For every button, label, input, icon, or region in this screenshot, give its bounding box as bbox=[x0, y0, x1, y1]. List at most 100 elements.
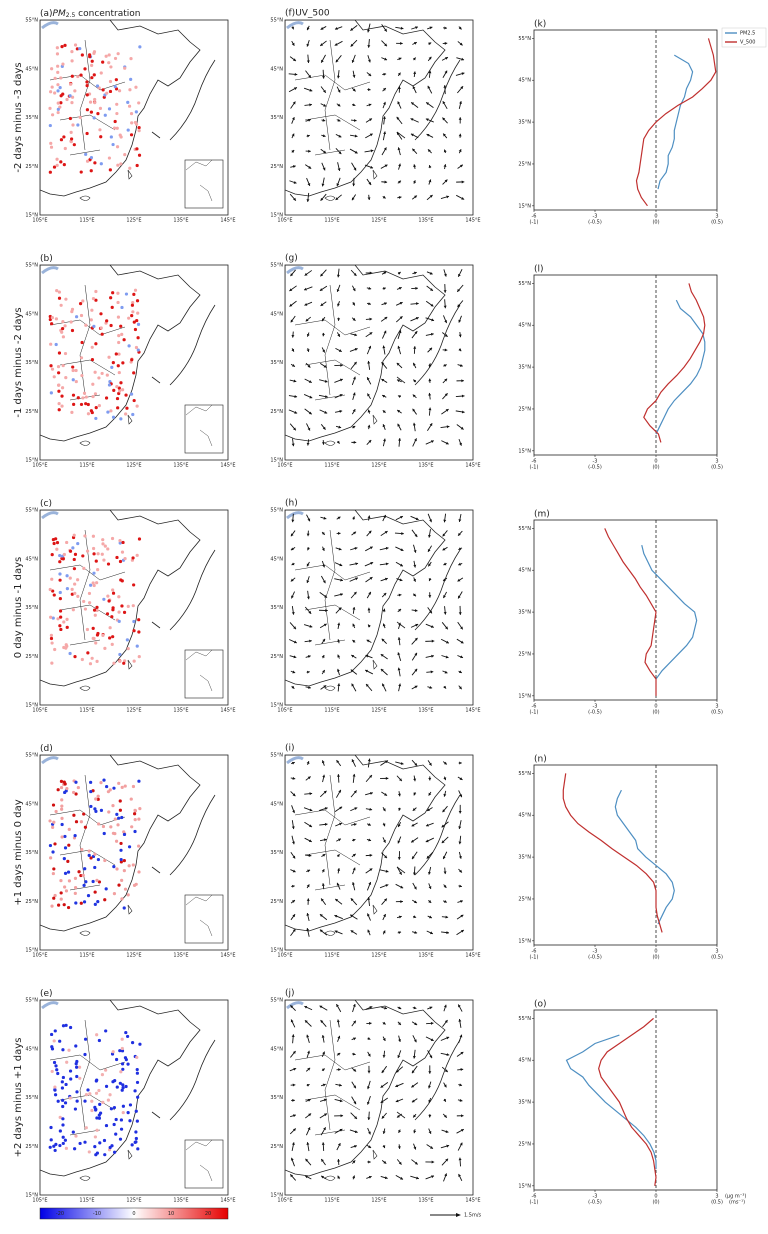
station-dot bbox=[137, 780, 140, 783]
station-dot bbox=[119, 842, 122, 845]
station-dot bbox=[102, 558, 105, 561]
x2-tick-label: (0.5) bbox=[711, 1200, 723, 1206]
station-dot bbox=[120, 879, 123, 882]
station-dot bbox=[66, 587, 69, 590]
station-dot bbox=[115, 1058, 118, 1061]
lon-label: 105°E bbox=[32, 463, 47, 469]
station-dot bbox=[52, 867, 55, 870]
station-dot bbox=[110, 366, 113, 369]
station-dot bbox=[117, 782, 120, 785]
station-dot bbox=[73, 592, 76, 595]
y-tick-label: 25°N bbox=[518, 896, 531, 902]
station-dot bbox=[117, 817, 120, 820]
station-dot bbox=[54, 1029, 57, 1032]
station-dot bbox=[51, 368, 54, 371]
lon-label: 115°E bbox=[79, 463, 94, 469]
station-dot bbox=[109, 296, 112, 299]
station-dot bbox=[134, 86, 137, 89]
station-dot bbox=[76, 595, 79, 598]
station-dot bbox=[86, 549, 89, 552]
station-dot bbox=[69, 117, 72, 120]
lat-label: 45°N bbox=[270, 66, 283, 72]
station-dot bbox=[137, 336, 140, 339]
station-dot bbox=[65, 574, 68, 577]
station-dot bbox=[72, 403, 75, 406]
station-dot bbox=[51, 826, 54, 829]
station-dot bbox=[127, 893, 130, 896]
lon-label: 105°E bbox=[32, 708, 47, 714]
station-dot bbox=[121, 1047, 124, 1050]
station-dot bbox=[96, 84, 99, 87]
station-dot bbox=[58, 1144, 61, 1147]
station-dot bbox=[68, 94, 71, 97]
station-dot bbox=[95, 1092, 98, 1095]
station-dot bbox=[89, 790, 92, 793]
station-dot bbox=[49, 90, 52, 93]
station-dot bbox=[85, 1126, 88, 1129]
station-dot bbox=[127, 1111, 130, 1114]
station-dot bbox=[108, 156, 111, 159]
profile-line bbox=[567, 1035, 656, 1169]
station-dot bbox=[75, 1090, 78, 1093]
station-dot bbox=[55, 1068, 58, 1071]
station-dot bbox=[135, 346, 138, 349]
station-dot bbox=[60, 405, 63, 408]
station-dot bbox=[50, 1033, 53, 1036]
station-dot bbox=[72, 369, 75, 372]
station-dot bbox=[88, 1150, 91, 1153]
station-dot bbox=[70, 137, 73, 140]
station-dot bbox=[53, 1086, 56, 1089]
station-dot bbox=[119, 578, 122, 581]
station-dot bbox=[73, 558, 76, 561]
station-dot bbox=[121, 1038, 124, 1041]
lon-label: 145°E bbox=[220, 708, 235, 714]
station-dot bbox=[95, 660, 98, 663]
station-dot bbox=[92, 535, 95, 538]
y-tick-label: 55°N bbox=[518, 526, 531, 532]
lon-label: 125°E bbox=[371, 1198, 386, 1204]
wind-arrow-head bbox=[413, 1130, 416, 1133]
y-tick-label: 25°N bbox=[518, 406, 531, 412]
wind-arrow-head bbox=[445, 348, 448, 351]
station-dot bbox=[101, 333, 104, 336]
station-dot bbox=[118, 660, 121, 663]
lat-label: 45°N bbox=[270, 556, 283, 562]
station-dot bbox=[78, 1066, 81, 1069]
station-dot bbox=[95, 1079, 98, 1082]
wind-arrow-head bbox=[428, 408, 431, 411]
station-dot bbox=[53, 1039, 56, 1042]
station-dot bbox=[77, 786, 80, 789]
station-dot bbox=[117, 611, 120, 614]
station-dot bbox=[88, 592, 91, 595]
station-dot bbox=[131, 556, 134, 559]
station-dot bbox=[130, 825, 133, 828]
station-dot bbox=[51, 553, 54, 556]
station-dot bbox=[121, 1086, 124, 1089]
x2-tick-label: (-0.5) bbox=[588, 955, 602, 961]
profile-line bbox=[656, 300, 705, 434]
station-dot bbox=[91, 383, 94, 386]
colorbar-tick-label: -10 bbox=[93, 1211, 101, 1217]
station-dot bbox=[67, 1049, 70, 1052]
station-dot bbox=[86, 651, 89, 654]
station-dot bbox=[120, 897, 123, 900]
station-dot bbox=[98, 1039, 101, 1042]
lon-label: 125°E bbox=[371, 708, 386, 714]
station-dot bbox=[115, 352, 118, 355]
station-dot bbox=[117, 352, 120, 355]
plot-frame bbox=[534, 765, 717, 945]
station-dot bbox=[95, 406, 98, 409]
station-dot bbox=[125, 1085, 128, 1088]
lon-label: 125°E bbox=[371, 953, 386, 959]
variable: PM bbox=[53, 9, 66, 19]
station-dot bbox=[50, 641, 53, 644]
station-dot bbox=[89, 101, 92, 104]
station-dot bbox=[127, 128, 130, 131]
station-dot bbox=[100, 71, 103, 74]
station-dot bbox=[136, 1147, 139, 1150]
lat-label: 45°N bbox=[270, 1046, 283, 1052]
station-dot bbox=[81, 53, 84, 56]
wind-arrow-head bbox=[398, 1146, 401, 1149]
station-dot bbox=[101, 538, 104, 541]
station-dot bbox=[64, 846, 67, 849]
